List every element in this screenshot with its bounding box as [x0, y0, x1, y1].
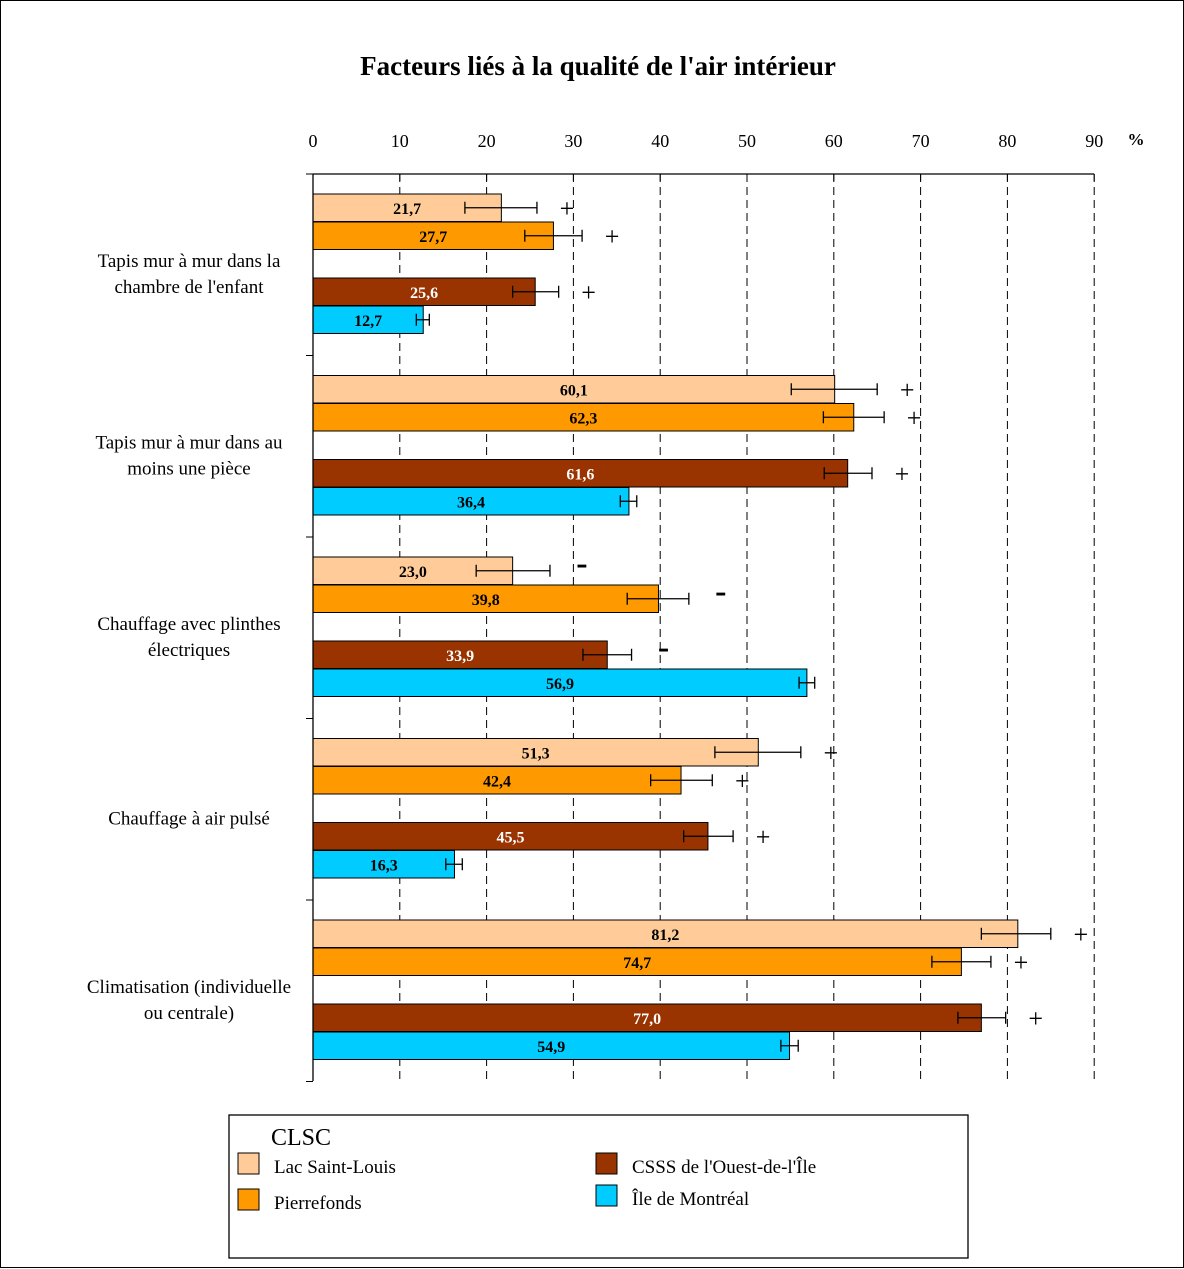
bar [312, 738, 759, 767]
legend-swatch [595, 1152, 618, 1175]
x-tick-label: 80 [998, 131, 1016, 151]
category-label: électriques [148, 640, 230, 661]
data-label: 54,9 [537, 1039, 565, 1056]
legend-swatch [237, 1188, 260, 1211]
data-label: 77,0 [633, 1011, 661, 1028]
significance-plus: + [1014, 948, 1029, 977]
data-label: 16,3 [370, 857, 398, 874]
data-label: 33,9 [446, 648, 474, 665]
data-label: 62,3 [569, 410, 597, 427]
data-label: 39,8 [472, 592, 500, 609]
x-tick-label: 70 [912, 131, 930, 151]
x-tick-label: 50 [738, 131, 756, 151]
bar [312, 459, 849, 488]
data-label: 60,1 [560, 382, 588, 399]
significance-plus: + [735, 766, 750, 795]
x-tick-label: 40 [651, 131, 669, 151]
bar [312, 640, 608, 669]
bar [312, 668, 808, 697]
significance-minus: - [715, 573, 726, 610]
data-label: 51,3 [522, 745, 550, 762]
bar [312, 1003, 982, 1032]
bar [312, 305, 424, 334]
data-label: 36,4 [457, 494, 485, 511]
category-label: chambre de l'enfant [114, 277, 264, 298]
bar [312, 221, 554, 250]
legend-title: CLSC [271, 1125, 331, 1151]
legend-swatch [237, 1152, 260, 1175]
data-label: 81,2 [651, 927, 679, 944]
legend-label: Pierrefonds [274, 1193, 362, 1214]
data-label: 12,7 [354, 313, 382, 330]
bar [312, 277, 536, 306]
significance-plus: + [895, 459, 910, 488]
data-label: 21,7 [393, 201, 421, 218]
data-label: 23,0 [399, 564, 427, 581]
legend-label: CSSS de l'Ouest-de-l'Île [632, 1156, 816, 1178]
legend-label: Île de Montréal [632, 1188, 749, 1210]
x-tick-label: 0 [309, 131, 318, 151]
data-label: 25,6 [410, 285, 438, 302]
significance-plus: + [1073, 920, 1088, 949]
significance-plus: + [900, 375, 915, 404]
category-label: Tapis mur à mur dans la [98, 251, 281, 272]
category-label: Climatisation (individuelle [87, 977, 291, 998]
significance-minus: - [576, 545, 587, 582]
category-label: Chauffage avec plinthes [97, 614, 280, 635]
bar [312, 822, 709, 851]
significance-plus: + [581, 278, 596, 307]
category-label: ou centrale) [144, 1003, 234, 1024]
chart-title: Facteurs liés à la qualité de l'air inté… [360, 51, 836, 81]
x-tick-label: 90 [1085, 131, 1103, 151]
data-label: 74,7 [623, 955, 651, 972]
x-axis-tick-labels: 0 10 20 30 40 50 60 70 80 90 [309, 131, 1104, 151]
x-tick-label: 30 [564, 131, 582, 151]
bar [312, 1031, 791, 1060]
legend-label: Lac Saint-Louis [274, 1157, 396, 1178]
significance-plus: + [1028, 1004, 1043, 1033]
x-tick-label: 20 [478, 131, 496, 151]
significance-plus: + [823, 738, 838, 767]
significance-plus: + [907, 403, 922, 432]
significance-plus: + [605, 222, 620, 251]
axes [306, 173, 1095, 1082]
data-label: 61,6 [566, 466, 594, 483]
bars: 21,7 +60,1 +23,0 - 51,3 +81,2 +27,7 +62,3 +39,8 -… [312, 193, 1088, 1060]
axis-unit-label: % [1128, 130, 1145, 149]
significance-minus: - [658, 629, 669, 666]
category-labels: Tapis mur à mur dans la chambre de l'enfa… [87, 251, 291, 1024]
data-label: 27,7 [419, 229, 447, 246]
data-label: 56,9 [546, 676, 574, 693]
data-label: 42,4 [483, 773, 511, 790]
category-label: Tapis mur à mur dans au [95, 433, 283, 454]
category-label: Chauffage à air pulsé [108, 809, 270, 830]
category-label: moins une pièce [127, 459, 250, 480]
significance-plus: + [560, 194, 575, 223]
significance-plus: + [756, 822, 771, 851]
x-tick-label: 10 [391, 131, 409, 151]
legend: CLSC Lac Saint-Louis Pierrefonds CSSS de l… [228, 1114, 969, 1259]
legend-swatch [595, 1184, 618, 1207]
data-label: 45,5 [496, 829, 524, 846]
x-tick-label: 60 [825, 131, 843, 151]
